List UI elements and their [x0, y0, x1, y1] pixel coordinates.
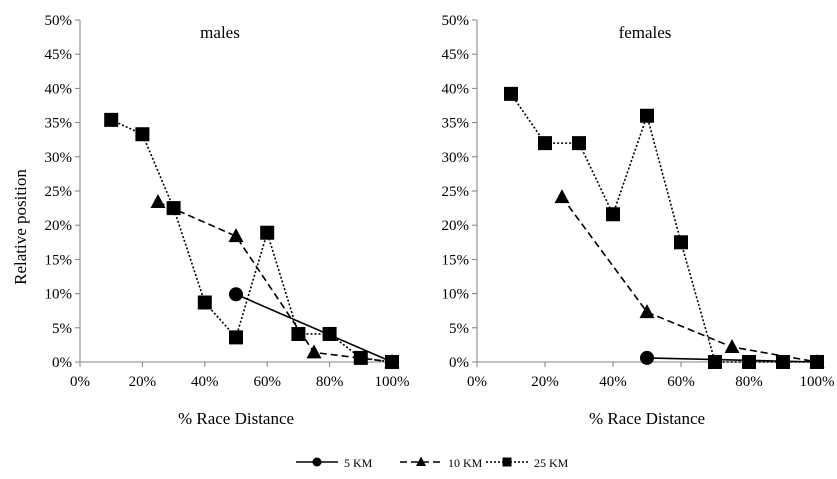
data-point — [554, 189, 570, 204]
data-point — [229, 330, 243, 345]
data-point — [674, 235, 688, 250]
x-tick-label: 80% — [735, 374, 763, 390]
x-tick-label: 60% — [253, 374, 281, 390]
data-point — [742, 355, 756, 369]
x-tick-label: 40% — [191, 374, 219, 390]
data-point — [197, 295, 212, 310]
data-point — [228, 228, 244, 243]
legend-label: 25 KM — [534, 456, 569, 470]
series-25-km — [504, 86, 824, 369]
x-axis-label: % Race Distance — [589, 409, 705, 428]
chart-panel-1: 0% 5% 10% 15% 20% 25% 30% 35% 40% 45% 50% 0% 20% 40% 6… — [45, 13, 410, 428]
data-point — [322, 326, 337, 341]
legend-label: 10 KM — [448, 456, 483, 470]
legend-item: 10 KM — [400, 456, 483, 470]
data-point — [306, 344, 322, 359]
series-25-km — [104, 112, 399, 369]
y-tick-label: 35% — [442, 116, 470, 132]
x-tick-label: 60% — [667, 374, 695, 390]
legend-marker — [312, 457, 322, 467]
series-line — [157, 201, 393, 363]
series-line — [510, 93, 817, 363]
chart-panel-2: 0% 5% 10% 15% 20% 25% 30% 35% 40% 45% 50% 0% 20% 40% 6… — [442, 13, 835, 428]
data-point — [260, 225, 275, 240]
x-tick-label: 0% — [467, 374, 487, 390]
y-axis-label: Relative position — [11, 169, 30, 285]
y-tick-label: 15% — [45, 252, 73, 268]
legend-label: 5 KM — [344, 456, 373, 470]
y-tick-label: 50% — [442, 13, 470, 29]
y-tick-label: 40% — [45, 81, 73, 97]
x-tick-label: 20% — [129, 374, 157, 390]
chart-title: females — [619, 23, 672, 42]
series-10-km — [150, 193, 400, 368]
y-tick-label: 0% — [449, 355, 469, 371]
x-axis-label: % Race Distance — [178, 409, 294, 428]
data-point — [538, 136, 552, 151]
data-point — [385, 355, 399, 369]
data-point — [104, 112, 119, 127]
legend-marker — [502, 457, 512, 467]
data-point — [810, 355, 824, 369]
y-tick-label: 15% — [442, 252, 470, 268]
x-tick-label: 80% — [316, 374, 344, 390]
data-point — [135, 127, 150, 142]
legend-marker — [416, 456, 426, 466]
y-tick-label: 10% — [442, 287, 470, 303]
y-tick-label: 25% — [442, 184, 470, 200]
data-point — [229, 287, 243, 302]
legend-item: 5 KM — [296, 456, 373, 470]
chart-title: males — [200, 23, 240, 42]
x-tick-label: 40% — [599, 374, 627, 390]
data-point — [291, 326, 306, 341]
chart-legend: 5 KM 10 KM 25 KM — [296, 456, 569, 470]
data-point — [606, 207, 620, 222]
y-tick-label: 5% — [449, 321, 469, 337]
data-point — [166, 201, 181, 216]
data-point — [708, 355, 722, 369]
x-tick-label: 100% — [375, 374, 410, 390]
data-point — [639, 304, 655, 319]
y-tick-label: 45% — [45, 47, 73, 63]
series-line — [235, 293, 393, 363]
series-10-km — [554, 189, 825, 368]
data-point — [640, 108, 654, 123]
data-point — [353, 350, 368, 365]
legend-item: 25 KM — [486, 456, 569, 470]
y-tick-label: 35% — [45, 116, 73, 132]
series-5-km — [640, 350, 824, 369]
y-tick-label: 20% — [45, 218, 73, 234]
x-tick-label: 0% — [70, 374, 90, 390]
y-tick-label: 50% — [45, 13, 73, 29]
series-line — [561, 196, 818, 363]
x-tick-label: 100% — [800, 374, 835, 390]
data-point — [724, 338, 740, 353]
data-point — [572, 136, 586, 151]
data-point — [776, 355, 790, 369]
y-tick-label: 25% — [45, 184, 73, 200]
series-line — [110, 119, 393, 363]
y-tick-label: 20% — [442, 218, 470, 234]
data-point — [150, 193, 166, 208]
y-tick-label: 10% — [45, 287, 73, 303]
data-point — [504, 86, 518, 101]
y-tick-label: 30% — [442, 150, 470, 166]
data-point — [640, 350, 654, 365]
y-tick-label: 45% — [442, 47, 470, 63]
y-tick-label: 0% — [52, 355, 72, 371]
y-tick-label: 40% — [442, 81, 470, 97]
y-tick-label: 5% — [52, 321, 72, 337]
x-tick-label: 20% — [531, 374, 559, 390]
y-tick-label: 30% — [45, 150, 73, 166]
